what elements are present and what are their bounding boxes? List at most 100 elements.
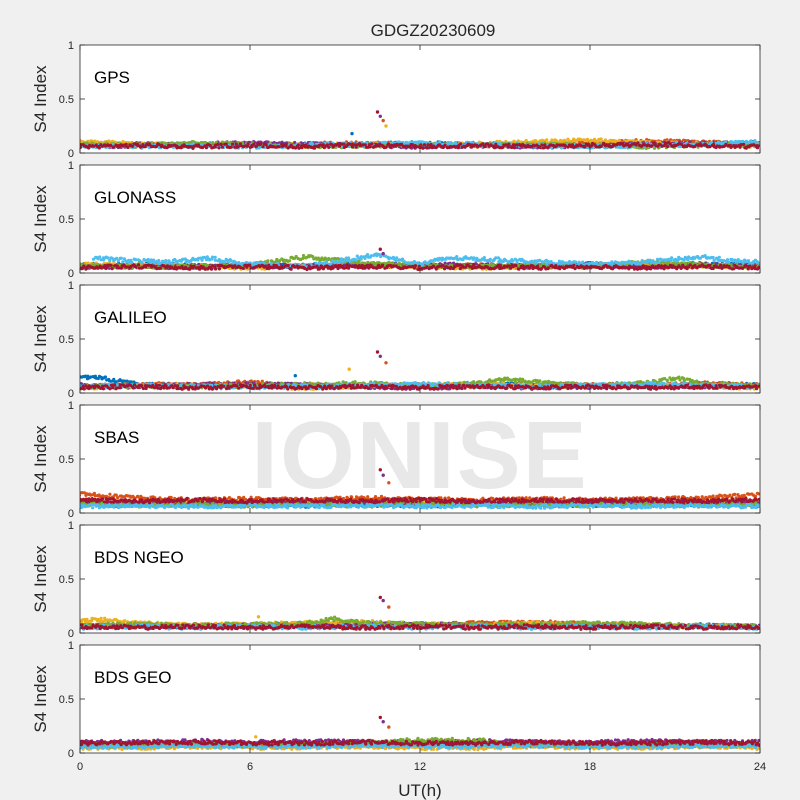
data-point — [219, 142, 223, 146]
data-point — [384, 145, 388, 149]
panel-data-points — [80, 110, 760, 150]
data-point — [191, 142, 195, 146]
data-point — [459, 142, 463, 146]
data-point — [204, 146, 208, 150]
data-point — [666, 144, 670, 149]
data-point — [319, 143, 323, 147]
data-point — [715, 144, 719, 148]
data-point — [264, 143, 268, 147]
data-point — [422, 143, 427, 147]
data-point — [410, 143, 414, 147]
data-point — [438, 143, 442, 147]
data-point — [709, 140, 714, 144]
data-point — [723, 140, 728, 144]
spike-point — [378, 114, 382, 119]
panel-background — [80, 45, 760, 153]
data-point — [650, 144, 654, 148]
data-point — [231, 142, 235, 146]
panel-background — [80, 165, 760, 273]
figure-title: GDGZ20230609 — [371, 21, 496, 40]
data-point — [229, 145, 233, 149]
data-point — [236, 145, 240, 149]
data-point — [354, 145, 358, 149]
data-point — [157, 142, 161, 147]
panel-data-points — [80, 247, 760, 272]
data-point — [618, 145, 623, 149]
data-point — [252, 142, 256, 146]
spike-point — [350, 131, 354, 136]
data-point — [729, 145, 733, 149]
data-point — [470, 140, 474, 145]
y-tick-label: 0.5 — [59, 94, 74, 106]
data-point — [80, 140, 83, 144]
data-point — [277, 145, 281, 149]
data-point — [85, 141, 89, 145]
data-point — [321, 143, 325, 147]
data-point — [310, 142, 314, 146]
data-point — [494, 142, 498, 146]
data-point — [718, 145, 722, 149]
data-point — [259, 142, 263, 146]
data-point — [289, 143, 293, 147]
data-point — [425, 146, 429, 150]
data-point — [350, 145, 355, 149]
series-7 — [80, 141, 760, 150]
data-point — [325, 143, 329, 147]
y-tick-label: 1 — [68, 40, 74, 52]
spike-point — [384, 124, 388, 128]
data-point — [109, 143, 113, 147]
data-point — [708, 145, 712, 149]
data-point — [512, 146, 517, 150]
data-point — [220, 145, 224, 149]
data-point — [524, 138, 528, 143]
data-point — [130, 144, 135, 148]
data-point — [545, 138, 549, 142]
data-point — [716, 140, 721, 144]
data-point — [196, 143, 201, 147]
data-point — [432, 144, 436, 148]
data-point — [494, 145, 498, 149]
data-point — [579, 138, 583, 142]
data-point — [112, 145, 116, 149]
data-point — [467, 142, 471, 147]
data-point — [154, 144, 159, 148]
data-point — [246, 142, 250, 146]
data-point — [92, 144, 96, 148]
data-point — [533, 139, 538, 143]
data-point — [342, 142, 346, 146]
data-point — [408, 145, 412, 149]
data-point — [753, 139, 757, 143]
data-point — [257, 146, 261, 150]
data-point — [599, 144, 603, 149]
data-point — [583, 145, 587, 149]
data-point — [626, 139, 630, 143]
data-point — [86, 261, 90, 265]
data-point — [80, 145, 82, 149]
data-point — [201, 145, 205, 150]
data-point — [327, 145, 331, 149]
data-point — [483, 145, 487, 149]
data-point — [737, 139, 741, 143]
data-point — [293, 140, 297, 145]
data-point — [418, 145, 422, 150]
data-point — [239, 144, 243, 148]
y-tick-label: 0 — [68, 148, 74, 160]
spike-points — [350, 110, 388, 136]
data-point — [712, 142, 716, 147]
data-point — [739, 143, 743, 147]
data-point — [213, 143, 217, 147]
data-point — [383, 140, 388, 144]
data-point — [594, 145, 599, 149]
data-point — [296, 143, 300, 147]
data-point — [97, 146, 101, 150]
y-axis-label: S4 Index — [31, 65, 50, 133]
data-point — [169, 144, 173, 148]
data-point — [680, 142, 684, 146]
data-point — [742, 142, 746, 146]
spike-point — [381, 118, 385, 123]
data-point — [540, 143, 544, 147]
data-point — [217, 146, 221, 150]
data-point — [421, 146, 425, 150]
